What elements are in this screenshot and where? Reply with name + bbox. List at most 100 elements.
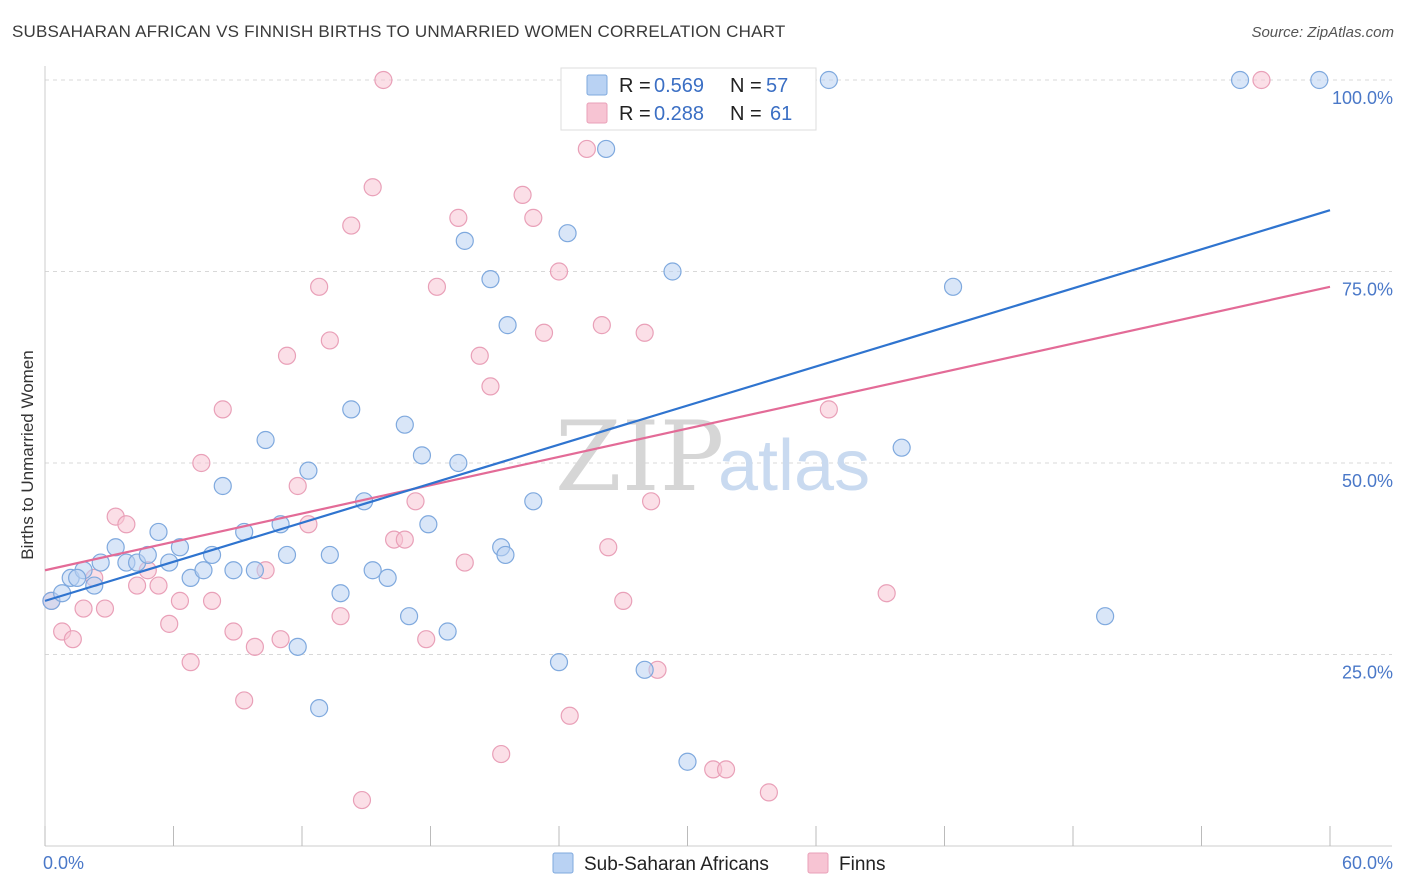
subsaharan-point (597, 139, 616, 159)
finns-point (320, 331, 339, 350)
legend-n-label: N = (730, 75, 762, 97)
axes (44, 66, 1392, 847)
y-tick-label: 25.0% (1342, 663, 1393, 683)
subsaharan-point (635, 660, 654, 679)
y-tick-label: 75.0% (1342, 280, 1393, 300)
y-tick-label: 100.0% (1332, 88, 1393, 108)
legend-r-label: R = (619, 75, 651, 97)
finns-point (759, 783, 778, 802)
legend-n-value-subsaharan: 57 (766, 75, 788, 97)
subsaharan-point (892, 438, 911, 457)
watermark-zip: ZIP (555, 401, 724, 513)
legend-n-label: N = (730, 103, 762, 125)
subsaharan-point (138, 545, 157, 565)
subsaharan-trend-line (44, 209, 1331, 602)
finns-point (149, 576, 168, 595)
finns-point (819, 400, 838, 419)
subsaharan-point (455, 231, 474, 250)
subsaharan-point (449, 453, 468, 473)
finns-point (310, 277, 329, 296)
subsaharan-point (299, 461, 318, 480)
finns-points (42, 70, 1271, 810)
subsaharan-point (438, 622, 457, 641)
legend-swatch-subsaharan (586, 74, 608, 96)
subsaharan-point (1096, 607, 1115, 626)
subsaharan-point (678, 752, 697, 771)
subsaharan-point (558, 224, 577, 243)
finns-point (492, 744, 511, 764)
bottom-legend: Sub-Saharan Africans Finns (552, 852, 885, 875)
subsaharan-point (342, 400, 361, 419)
finns-point (534, 323, 554, 342)
bottom-legend-finns: Finns (839, 854, 885, 875)
finns-point (592, 316, 611, 335)
subsaharan-point (68, 568, 87, 588)
finns-point (74, 599, 93, 618)
bottom-legend-subsaharan: Sub-Saharan Africans (584, 854, 769, 875)
finns-point (641, 492, 661, 511)
finns-point (202, 591, 222, 610)
subsaharan-point (331, 584, 350, 603)
subsaharan-point (496, 545, 515, 565)
chart-source: Source: ZipAtlas.com (1251, 24, 1394, 41)
finns-point (513, 185, 532, 204)
finns-point (455, 553, 474, 572)
subsaharan-point (412, 446, 432, 465)
subsaharan-point (277, 545, 297, 565)
finns-point (374, 70, 393, 90)
finns-point (449, 208, 468, 227)
subsaharan-point (224, 561, 243, 580)
finns-point (560, 706, 579, 725)
finns-point (127, 576, 147, 595)
subsaharan-point (213, 476, 232, 496)
finns-point (577, 139, 596, 159)
finns-point (224, 622, 243, 641)
legend-box: R = 0.569 N = 57 R = 0.288 N = 61 (560, 67, 817, 131)
finns-point (614, 591, 633, 610)
finns-point (235, 691, 254, 710)
finns-point (877, 584, 896, 603)
finns-point (417, 630, 436, 649)
legend-r-label: R = (619, 103, 651, 125)
subsaharan-points (42, 70, 1329, 771)
finns-point (95, 599, 115, 618)
subsaharan-point (310, 699, 329, 718)
finns-point (342, 216, 361, 235)
subsaharan-point (1310, 70, 1329, 90)
subsaharan-point (363, 561, 382, 580)
finns-point (599, 538, 618, 557)
finns-point (160, 614, 179, 633)
watermark: ZIP atlas (555, 401, 870, 513)
watermark-atlas: atlas (718, 426, 870, 506)
finns-point (192, 453, 211, 473)
subsaharan-point (399, 607, 419, 626)
finns-point (288, 476, 307, 496)
subsaharan-point (378, 568, 397, 588)
finns-point (1252, 70, 1271, 90)
finns-point (716, 760, 736, 779)
finns-point (395, 530, 414, 549)
finns-point (117, 515, 136, 534)
finns-point (277, 346, 297, 365)
subsaharan-point (524, 492, 543, 511)
subsaharan-point (819, 70, 838, 90)
x-tick-label: 0.0% (43, 853, 84, 873)
subsaharan-point (663, 262, 682, 281)
finns-trend-line (44, 285, 1331, 572)
subsaharan-point (245, 561, 264, 580)
subsaharan-point (170, 538, 190, 557)
y-axis-label: Births to Unmarried Women (18, 350, 37, 559)
subsaharan-point (320, 545, 339, 565)
finns-point (63, 630, 82, 649)
grid-lines (45, 79, 1392, 655)
finns-point (549, 262, 569, 281)
finns-point (635, 323, 654, 342)
subsaharan-point (256, 430, 275, 450)
finns-point (363, 178, 382, 197)
finns-point (524, 208, 543, 227)
legend-r-value-finns: 0.288 (654, 103, 704, 125)
legend-r-value-subsaharan: 0.569 (654, 75, 704, 97)
subsaharan-point (943, 277, 963, 296)
finns-point (331, 607, 350, 626)
x-tick-label: 60.0% (1342, 853, 1393, 873)
